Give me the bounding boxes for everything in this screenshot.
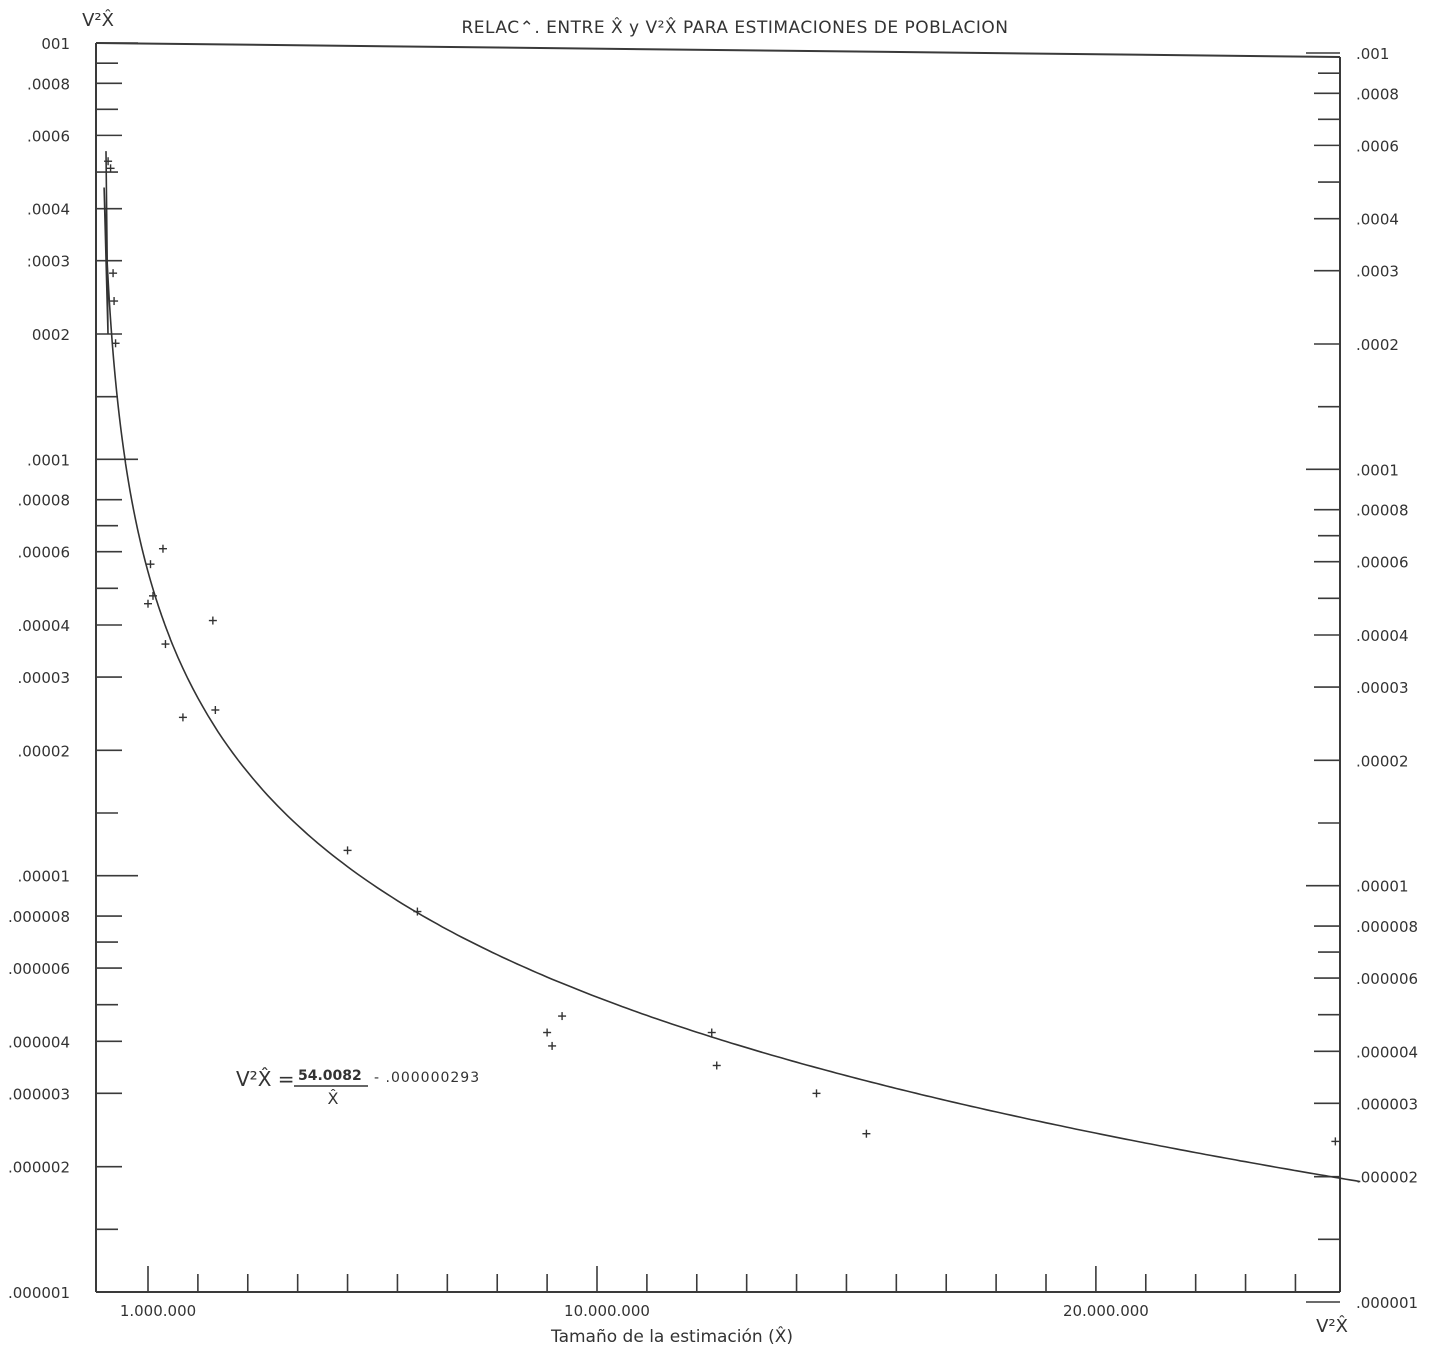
data-point bbox=[148, 591, 157, 600]
y-tick-label-left: .0006 bbox=[27, 127, 70, 145]
y-tick-label-left: .000001 bbox=[8, 1284, 70, 1302]
y-tick-label-left: .000008 bbox=[8, 908, 70, 926]
y-tick-label-left: :0003 bbox=[27, 253, 70, 271]
fit-curve bbox=[103, 151, 1361, 1183]
y-tick-label-right: .0002 bbox=[1356, 336, 1399, 354]
data-point bbox=[111, 339, 120, 348]
y-tick-label-right: .000001 bbox=[1356, 1294, 1418, 1312]
data-point bbox=[178, 713, 187, 722]
data-point bbox=[812, 1089, 821, 1098]
y-tick-label-left: .000002 bbox=[8, 1159, 70, 1177]
y-tick-label-right: .000003 bbox=[1356, 1095, 1418, 1113]
y-tick-label-left: 001 bbox=[41, 35, 70, 53]
x-ticks: 1.000.000 10.000.000 20.000.000 bbox=[120, 1266, 1297, 1320]
y-tick-label-left: .00006 bbox=[18, 544, 71, 562]
y-tick-label-left: .00003 bbox=[18, 669, 71, 687]
y-axis-label-bottom-right: V²X̂ bbox=[1316, 1316, 1348, 1337]
y-ticks-right: .001 .0008 .0006 .0004 .0003 .0002 .0001 .00008… bbox=[1306, 45, 1418, 1312]
y-tick-label-left: .00002 bbox=[18, 742, 71, 760]
y-tick-label-left: .0004 bbox=[27, 201, 70, 219]
y-tick-label-right: .00006 bbox=[1356, 554, 1409, 572]
y-tick-label-right: .0001 bbox=[1356, 461, 1399, 479]
y-tick-label-right: .000008 bbox=[1356, 918, 1418, 936]
x-tick-label: 1.000.000 bbox=[120, 1302, 196, 1320]
equation-numerator: 54.0082 bbox=[298, 1068, 362, 1084]
y-tick-label-left: .00004 bbox=[18, 617, 71, 635]
data-point bbox=[712, 1061, 721, 1070]
data-point bbox=[413, 907, 422, 916]
y-tick-label-right: .0003 bbox=[1356, 263, 1399, 281]
data-point bbox=[104, 157, 113, 166]
data-point bbox=[208, 616, 217, 625]
data-point bbox=[158, 544, 167, 553]
y-tick-label-right: .0006 bbox=[1356, 137, 1399, 155]
chart-title: RELAC⌃. ENTRE X̂ y V²X̂ PARA ESTIMACIONE… bbox=[462, 17, 1009, 38]
data-point bbox=[110, 297, 119, 306]
data-point bbox=[144, 599, 152, 608]
y-tick-label-left: .000004 bbox=[8, 1033, 70, 1051]
data-point bbox=[543, 1028, 552, 1037]
y-ticks-left: 001 .0008 .0006 .0004 :0003 0002 .0001 .00008 .0… bbox=[8, 35, 138, 1302]
y-tick-label-left: .000006 bbox=[8, 960, 70, 978]
data-point bbox=[146, 560, 155, 569]
y-tick-label-right: .000004 bbox=[1356, 1043, 1418, 1061]
y-tick-label-right: .00008 bbox=[1356, 502, 1409, 520]
data-points bbox=[104, 157, 1340, 1146]
data-point bbox=[707, 1028, 716, 1037]
data-point bbox=[161, 640, 170, 649]
data-point bbox=[211, 705, 220, 714]
data-point bbox=[343, 846, 352, 855]
y-tick-label-left: .0008 bbox=[27, 75, 70, 93]
x-axis-label: Tamaño de la estimación (X̂) bbox=[550, 1326, 793, 1347]
data-point bbox=[109, 269, 118, 278]
equation-lhs: V²X̂ = bbox=[236, 1067, 295, 1091]
y-tick-label-right: .000006 bbox=[1356, 970, 1418, 988]
data-point bbox=[558, 1012, 567, 1021]
data-point bbox=[548, 1041, 557, 1050]
y-tick-label-right: .000002 bbox=[1356, 1169, 1418, 1187]
data-point bbox=[862, 1129, 871, 1138]
y-tick-label-left: .00001 bbox=[18, 868, 71, 886]
y-tick-label-right: .00002 bbox=[1356, 752, 1409, 770]
y-tick-label-right: .0004 bbox=[1356, 211, 1399, 229]
y-tick-label-right: .0008 bbox=[1356, 85, 1399, 103]
data-point bbox=[106, 164, 115, 173]
data-point bbox=[1331, 1137, 1340, 1146]
y-tick-label-right: .00003 bbox=[1356, 679, 1409, 697]
y-tick-label-right: .00004 bbox=[1356, 627, 1409, 645]
x-tick-label: 20.000.000 bbox=[1063, 1302, 1149, 1320]
equation-rhs: - .000000293 bbox=[374, 1070, 480, 1086]
equation-denominator: X̂ bbox=[328, 1089, 339, 1108]
fit-equation: V²X̂ = 54.0082 X̂ - .000000293 bbox=[236, 1067, 480, 1108]
top-axis bbox=[95, 42, 1341, 58]
y-tick-label-right: .001 bbox=[1356, 45, 1389, 63]
y-tick-label-right: .00001 bbox=[1356, 878, 1409, 896]
y-tick-label-left: .00008 bbox=[18, 492, 71, 510]
x-tick-label: 10.000.000 bbox=[564, 1302, 650, 1320]
y-tick-label-left: 0002 bbox=[32, 326, 70, 344]
y-tick-label-left: .0001 bbox=[27, 451, 70, 469]
y-tick-label-left: .000003 bbox=[8, 1085, 70, 1103]
y-axis-label-top: V²X̂ bbox=[82, 10, 114, 31]
